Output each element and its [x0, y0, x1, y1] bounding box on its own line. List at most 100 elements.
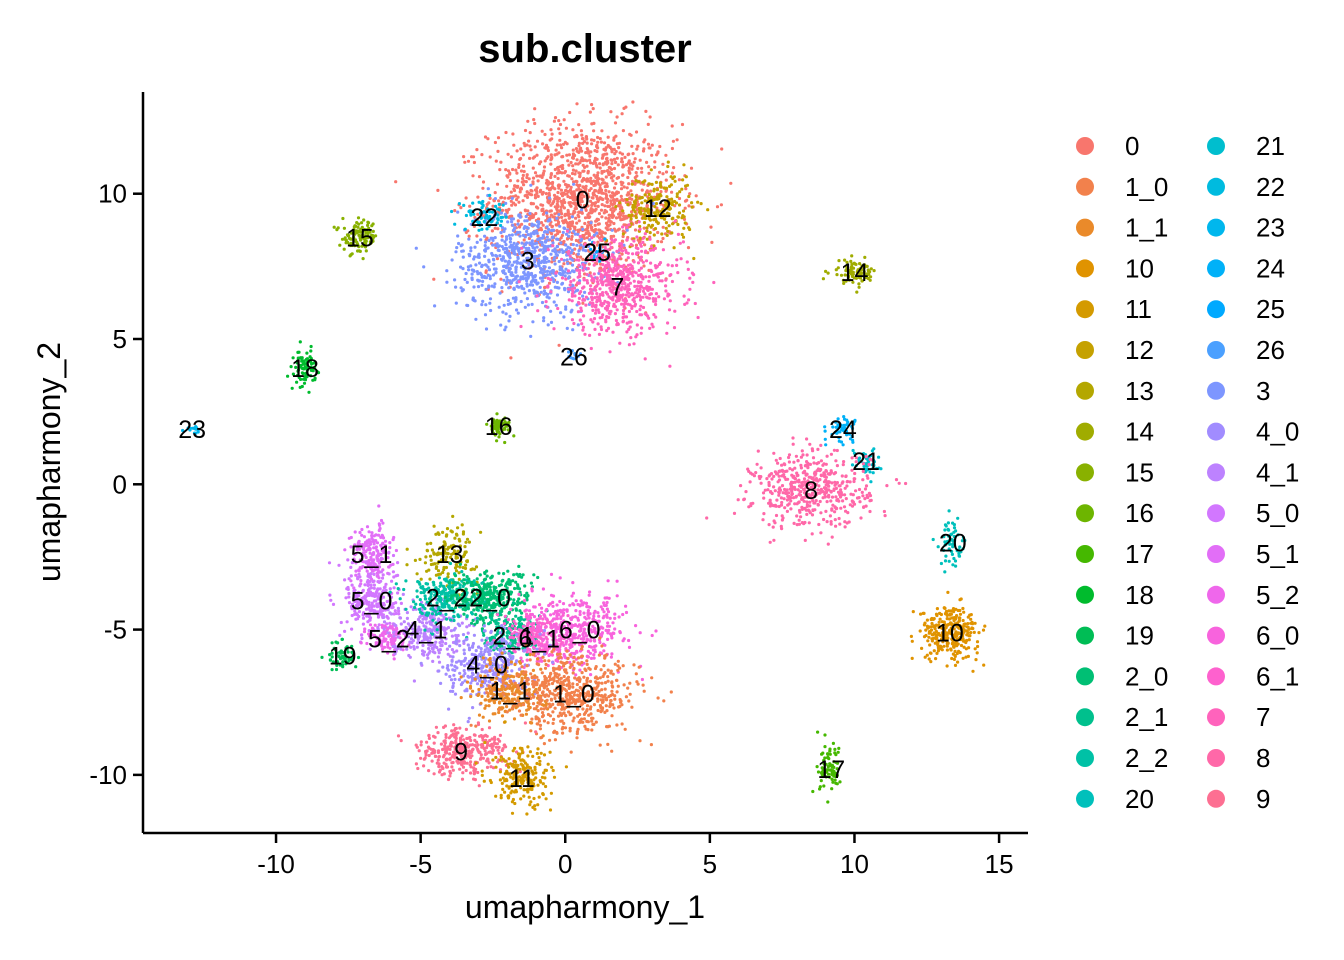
data-point	[658, 181, 663, 185]
data-point	[842, 505, 847, 509]
data-point	[540, 300, 545, 305]
data-point	[536, 179, 540, 183]
data-point	[499, 231, 503, 235]
data-point	[563, 270, 567, 274]
data-point	[629, 217, 633, 221]
data-point	[535, 294, 539, 298]
data-point	[393, 609, 397, 613]
data-point	[462, 203, 466, 207]
data-point	[545, 186, 549, 190]
data-point	[343, 548, 347, 552]
data-point	[640, 166, 644, 170]
data-point	[570, 237, 574, 241]
data-point	[594, 219, 598, 223]
data-point	[600, 156, 605, 160]
data-point	[816, 447, 820, 451]
data-point	[463, 227, 467, 231]
data-point	[491, 273, 496, 277]
data-point	[584, 231, 588, 236]
data-point	[454, 532, 459, 536]
data-point	[588, 110, 593, 114]
data-point	[483, 240, 488, 244]
data-point	[607, 213, 611, 217]
data-point	[526, 233, 530, 237]
data-point	[641, 180, 645, 184]
data-point	[504, 312, 508, 316]
data-point	[570, 221, 575, 225]
data-point	[942, 606, 947, 610]
data-point	[582, 285, 586, 289]
data-point	[553, 196, 558, 200]
data-point	[774, 458, 778, 462]
data-point	[792, 460, 796, 464]
data-point	[794, 495, 798, 499]
data-point	[478, 271, 482, 275]
data-point	[467, 234, 471, 238]
data-point	[525, 225, 529, 229]
data-point	[539, 266, 543, 270]
data-point	[648, 146, 652, 150]
data-point	[538, 174, 542, 178]
data-point	[589, 318, 593, 322]
data-point	[807, 521, 811, 525]
data-point	[590, 142, 594, 146]
data-point	[555, 229, 559, 233]
data-point	[681, 240, 686, 244]
data-point	[523, 128, 528, 133]
data-point	[623, 315, 627, 319]
data-point	[567, 163, 571, 167]
data-point	[368, 618, 372, 622]
data-point	[529, 334, 533, 338]
data-point	[549, 320, 554, 324]
data-point	[516, 256, 520, 260]
data-point	[571, 243, 575, 247]
data-point	[601, 293, 605, 297]
data-point	[675, 194, 679, 199]
data-point	[621, 308, 626, 313]
data-point	[543, 285, 547, 289]
data-point	[560, 194, 565, 198]
data-point	[577, 187, 581, 191]
data-point	[855, 496, 860, 500]
data-point	[819, 459, 824, 463]
data-point	[681, 214, 685, 218]
data-point	[596, 135, 600, 140]
data-point	[620, 252, 624, 256]
data-point	[779, 496, 784, 500]
data-point	[825, 481, 829, 485]
data-point	[969, 621, 973, 625]
data-point	[476, 212, 480, 216]
data-point	[543, 257, 547, 261]
data-point	[606, 279, 610, 283]
data-point	[867, 491, 872, 495]
data-point	[460, 243, 464, 247]
data-point	[637, 280, 641, 285]
data-point	[521, 277, 526, 281]
data-point	[935, 651, 939, 656]
data-point	[641, 260, 645, 264]
data-point	[647, 223, 651, 227]
data-point	[587, 151, 591, 155]
data-point	[715, 205, 720, 209]
data-point	[619, 257, 623, 261]
data-point	[585, 147, 589, 151]
data-point	[504, 325, 508, 329]
data-point	[601, 231, 605, 235]
data-point	[639, 331, 643, 335]
data-point	[499, 223, 503, 228]
data-point	[582, 314, 586, 318]
data-point	[650, 199, 654, 203]
data-point	[931, 537, 935, 542]
data-point	[507, 233, 511, 237]
data-point	[599, 273, 603, 277]
data-point	[375, 574, 379, 578]
data-point	[480, 283, 484, 287]
data-point	[622, 305, 626, 309]
data-point	[685, 198, 689, 202]
data-point	[677, 196, 682, 201]
data-point	[472, 257, 476, 261]
data-point	[575, 288, 580, 292]
data-point	[603, 268, 607, 272]
data-point	[647, 296, 652, 300]
data-point	[641, 236, 645, 240]
